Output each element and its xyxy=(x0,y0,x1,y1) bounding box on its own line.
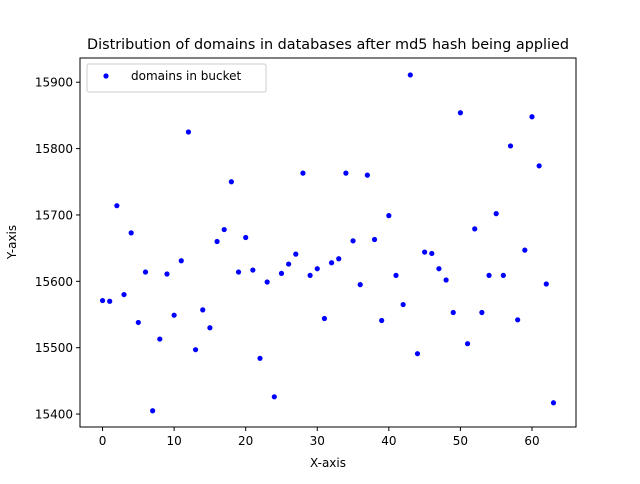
y-tick-label: 15700 xyxy=(35,208,73,222)
y-tick-label: 15500 xyxy=(35,341,73,355)
data-point xyxy=(228,179,234,185)
data-point xyxy=(300,170,306,176)
data-point xyxy=(486,272,492,278)
data-point xyxy=(343,170,349,176)
x-tick-label: 40 xyxy=(381,434,396,448)
points-layer xyxy=(99,72,557,414)
legend-label: domains in bucket xyxy=(131,69,241,83)
data-point xyxy=(250,267,256,273)
data-point xyxy=(286,261,292,267)
data-point xyxy=(314,266,320,272)
data-point xyxy=(336,256,342,262)
data-point xyxy=(371,236,378,243)
data-point xyxy=(536,163,542,169)
data-point xyxy=(507,143,514,149)
data-point xyxy=(400,301,406,308)
data-point xyxy=(443,277,449,283)
data-point xyxy=(128,230,134,236)
data-point xyxy=(107,298,113,304)
data-point xyxy=(271,394,277,400)
data-point xyxy=(157,336,163,342)
x-tick-label: 60 xyxy=(524,434,539,448)
data-point xyxy=(142,269,149,275)
data-point xyxy=(350,238,356,244)
data-point xyxy=(293,251,299,257)
data-point xyxy=(550,400,557,406)
x-tick-label: 20 xyxy=(238,434,253,448)
chart-title: Distribution of domains in databases aft… xyxy=(87,37,569,53)
data-point xyxy=(464,341,471,347)
data-point xyxy=(99,297,106,304)
data-point xyxy=(243,234,249,241)
data-point xyxy=(414,351,421,357)
data-point xyxy=(422,249,428,255)
data-point xyxy=(235,269,242,275)
legend: domains in bucket xyxy=(86,63,267,93)
data-point xyxy=(500,272,506,278)
data-point xyxy=(357,282,363,288)
legend-box xyxy=(86,63,267,93)
plot-area-frame xyxy=(79,57,577,428)
x-tick-label: 0 xyxy=(99,434,107,448)
data-point xyxy=(171,312,177,318)
x-tick-label: 30 xyxy=(310,434,325,448)
y-tick-label: 15600 xyxy=(35,275,73,289)
data-point xyxy=(479,309,485,316)
data-point xyxy=(307,272,313,278)
data-point xyxy=(529,114,535,120)
data-point xyxy=(121,291,127,298)
data-point xyxy=(221,226,227,233)
data-point xyxy=(200,307,206,313)
data-point xyxy=(264,279,270,285)
data-point xyxy=(164,271,170,277)
x-tick-label: 10 xyxy=(166,434,181,448)
data-point xyxy=(278,270,285,276)
data-point xyxy=(257,355,263,361)
y-tick-label: 15800 xyxy=(35,142,73,156)
data-point xyxy=(407,72,413,78)
data-point xyxy=(321,315,328,322)
data-point xyxy=(522,247,528,253)
data-point xyxy=(436,266,442,272)
data-point xyxy=(493,211,499,217)
data-point xyxy=(386,213,392,219)
y-tick-label: 15400 xyxy=(35,408,73,422)
data-point xyxy=(192,347,199,353)
x-tick-label: 50 xyxy=(453,434,468,448)
data-point xyxy=(185,129,192,135)
data-point xyxy=(178,258,184,264)
legend-marker xyxy=(103,73,109,79)
x-axis-label: X-axis xyxy=(310,456,346,470)
data-point xyxy=(472,226,478,232)
data-point xyxy=(364,172,370,178)
data-point xyxy=(214,238,220,245)
data-point xyxy=(114,203,120,209)
ticks-layer: 0 10 20 30 40 50 60 15400 15500 15600 15700 15800 15… xyxy=(35,76,540,448)
data-point xyxy=(379,317,385,324)
y-axis-label: Y-axis xyxy=(5,225,19,260)
data-point xyxy=(515,317,521,323)
data-point xyxy=(207,325,213,331)
data-point xyxy=(135,319,141,326)
data-point xyxy=(457,110,464,116)
data-point xyxy=(393,272,399,278)
data-point xyxy=(328,260,335,266)
y-tick-label: 15900 xyxy=(35,76,73,90)
data-point xyxy=(429,250,435,257)
data-point xyxy=(450,309,456,316)
data-point xyxy=(543,281,549,287)
data-point xyxy=(150,408,156,414)
